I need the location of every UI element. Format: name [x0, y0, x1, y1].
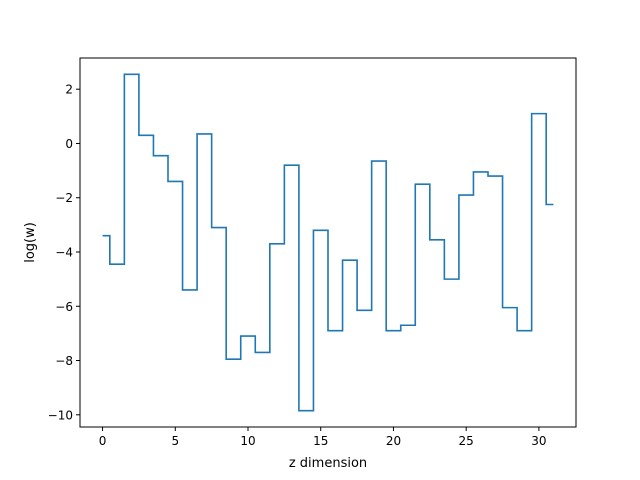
y-tick-label: −8: [55, 354, 73, 368]
x-axis-label: z dimension: [289, 456, 367, 471]
x-tick-label: 30: [531, 434, 546, 448]
series-line-0: [102, 73, 554, 412]
y-tick-label: −10: [48, 408, 73, 422]
y-tick-label: 2: [65, 83, 73, 97]
x-tick-label: 0: [99, 434, 107, 448]
y-axis-label: log(w): [23, 222, 38, 263]
y-tick-label: −2: [55, 191, 73, 205]
y-tick-label: −6: [55, 300, 73, 314]
x-tick-label: 5: [171, 434, 179, 448]
x-tick-label: 15: [313, 434, 328, 448]
x-tick-label: 20: [386, 434, 401, 448]
plot-frame: [79, 57, 577, 428]
y-axis: −10 −8 −6 −4 −2 0 2: [48, 83, 80, 422]
y-tick-label: 0: [65, 137, 73, 151]
x-tick-label: 25: [459, 434, 474, 448]
x-axis: 0 5 10 15 20 25 30: [99, 427, 547, 448]
x-tick-label: 10: [240, 434, 255, 448]
y-tick-label: −4: [55, 245, 73, 259]
series-layer: [102, 73, 554, 412]
